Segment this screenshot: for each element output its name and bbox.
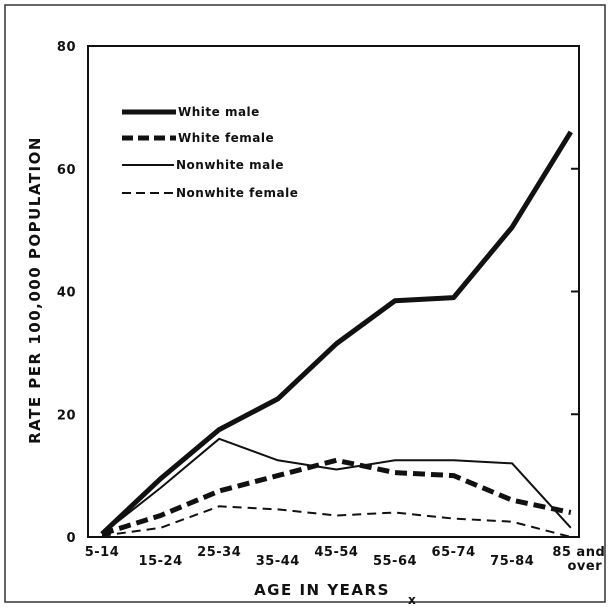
legend-label-nonwhite-male: Nonwhite male bbox=[176, 158, 284, 172]
x-tick-label: 45-54 bbox=[314, 545, 358, 560]
y-tick-label: 60 bbox=[57, 163, 76, 178]
x-tick-label: 75-84 bbox=[490, 554, 534, 569]
y-axis-title: RATE PER 100,000 POPULATION bbox=[26, 136, 44, 444]
series-line-white-male bbox=[100, 130, 573, 536]
legend-label-white-male: White male bbox=[178, 105, 260, 119]
x-tick-label: 65-74 bbox=[432, 545, 476, 560]
legend-label-nonwhite-female: Nonwhite female bbox=[176, 186, 298, 200]
series-line-nonwhite-female bbox=[101, 505, 572, 538]
y-tick-label: 20 bbox=[57, 408, 76, 423]
x-tick-label: 25-34 bbox=[197, 545, 241, 560]
x-tick-label: 15-24 bbox=[139, 554, 183, 569]
legend: White male White female Nonwhite male No… bbox=[122, 105, 298, 200]
x-axis-ticks: 5-14 15-24 25-34 35-44 45-54 55-64 65-74 75-84 8… bbox=[85, 545, 605, 574]
legend-label-white-female: White female bbox=[178, 131, 274, 145]
x-axis-title: AGE IN YEARS bbox=[254, 581, 390, 599]
y-tick-label: 40 bbox=[57, 286, 76, 301]
x-tick-label: 85 and over bbox=[552, 545, 605, 574]
x-tick-label: 5-14 bbox=[85, 545, 120, 560]
x-tick-label: 35-44 bbox=[256, 554, 300, 569]
x-tick-label: 55-64 bbox=[373, 554, 417, 569]
y-tick-label: 0 bbox=[66, 531, 76, 546]
series-line-nonwhite-male bbox=[101, 437, 572, 535]
series-line-white-female bbox=[101, 457, 572, 537]
page-border bbox=[4, 4, 606, 603]
footnote-mark: x bbox=[408, 593, 416, 607]
y-tick-label: 80 bbox=[57, 40, 76, 55]
series-lines bbox=[100, 130, 573, 538]
y-axis-ticks: 0 20 40 60 80 bbox=[57, 40, 579, 546]
